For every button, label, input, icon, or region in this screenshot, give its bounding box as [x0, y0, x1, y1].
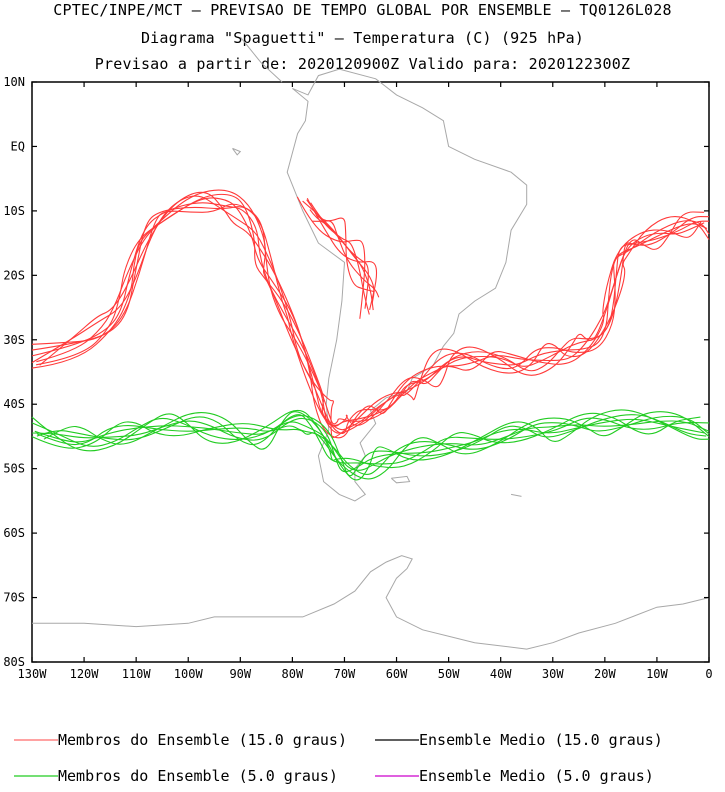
- y-tick-label: 20S: [3, 268, 25, 282]
- y-tick-label: 70S: [3, 591, 25, 605]
- x-tick-label: 110W: [122, 667, 152, 681]
- ensemble-member-line: [306, 199, 370, 315]
- x-tick-label: 60W: [386, 667, 408, 681]
- ensemble-member-line: [31, 189, 710, 438]
- ensemble-member-line: [306, 197, 378, 311]
- plot-frame: [31, 81, 710, 663]
- x-tick-label: 40W: [490, 667, 512, 681]
- ensemble-member-line: [31, 195, 705, 434]
- ensemble-member-line: [39, 191, 702, 439]
- antarctica-coast: [32, 555, 710, 650]
- y-tick-label: 10N: [3, 75, 25, 89]
- ensemble-member-line: [31, 411, 710, 480]
- ensemble-member-line: [31, 202, 709, 427]
- y-tick-label: 30S: [3, 333, 25, 347]
- ensemble-member-line: [31, 409, 701, 469]
- legend-label: Membros do Ensemble (5.0 graus): [58, 767, 338, 785]
- central-america-coast: [239, 36, 283, 83]
- legend-label: Ensemble Medio (5.0 graus): [419, 767, 654, 785]
- south-america-coast: [286, 68, 528, 502]
- x-tick-label: 70W: [334, 667, 356, 681]
- ensemble-member-line: [36, 193, 710, 434]
- ensemble-member-line: [296, 196, 366, 319]
- legend-label: Membros do Ensemble (15.0 graus): [58, 731, 347, 749]
- south-georgia: [511, 493, 522, 497]
- x-tick-label: 90W: [229, 667, 251, 681]
- ensemble-member-line: [31, 203, 705, 426]
- title-line-2: Diagrama "Spaguetti" — Temperatura (C) (…: [140, 29, 585, 47]
- ensemble-member-lines: [31, 189, 710, 481]
- coastlines: [32, 36, 710, 650]
- legend: Membros do Ensemble (15.0 graus) Ensemble…: [14, 731, 663, 785]
- x-tick-label: 130W: [18, 667, 48, 681]
- ensemble-member-line: [31, 206, 710, 425]
- legend-label: Ensemble Medio (15.0 graus): [419, 731, 663, 749]
- x-tick-label: 20W: [594, 667, 616, 681]
- falkland-islands: [390, 475, 411, 484]
- ensemble-member-line: [31, 414, 710, 465]
- ensemble-member-line: [36, 197, 708, 431]
- y-tick-label: 80S: [3, 655, 25, 669]
- y-tick-label: EQ: [11, 139, 25, 153]
- y-tick-label: 10S: [3, 204, 25, 218]
- x-tick-label: 30W: [542, 667, 564, 681]
- x-tick-label: 120W: [70, 667, 100, 681]
- y-tick-label: 50S: [3, 462, 25, 476]
- x-tick-label: 100W: [174, 667, 204, 681]
- y-tick-label: 40S: [3, 397, 25, 411]
- x-tick-label: 0: [705, 667, 712, 681]
- galapagos-islands: [232, 147, 242, 156]
- x-tick-label: 10W: [646, 667, 668, 681]
- x-tick-label: 80W: [282, 667, 304, 681]
- ensemble-member-line: [43, 409, 710, 481]
- title-line-3: Previsao a partir de: 2020120900Z Valido…: [94, 55, 631, 73]
- x-tick-label: 50W: [438, 667, 460, 681]
- ensemble-member-line: [311, 217, 375, 293]
- y-tick-label: 60S: [3, 526, 25, 540]
- title-line-1: CPTEC/INPE/MCT — PREVISAO DE TEMPO GLOBA…: [53, 1, 672, 19]
